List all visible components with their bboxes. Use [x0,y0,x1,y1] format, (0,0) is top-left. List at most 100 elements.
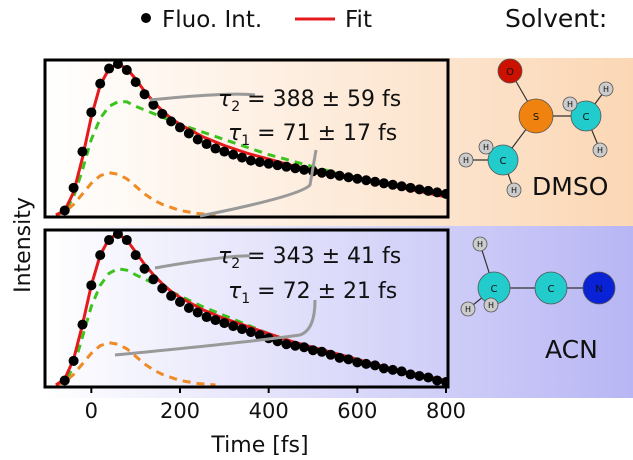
data-point [166,290,177,301]
data-point [175,296,185,307]
data-point [387,364,398,375]
data-point [432,375,443,386]
data-point [334,352,345,363]
nitrogen-atom [582,271,616,305]
atom-symbol: H [488,301,494,310]
data-point [121,235,132,246]
data-point [228,321,239,332]
data-point [423,372,434,383]
data-point [201,139,212,150]
data-point [77,146,88,157]
atom-symbol: N [595,284,602,295]
hydrogen-atom [592,142,608,158]
tau1-label: τ1 = 71 ± 17 fs [228,121,397,149]
atom-symbol: S [533,112,539,123]
long-component-line [55,100,447,217]
data-point [316,346,327,357]
legend-marker-dot [141,13,151,23]
data-point [423,185,434,196]
data-point [361,358,372,369]
x-tick-label: 600 [337,399,377,423]
data-point [201,312,212,323]
atom-symbol: H [465,305,471,314]
data-point [245,327,256,338]
data-point [405,369,416,380]
data-point [175,122,185,133]
hydrogen-atom [506,182,522,198]
data-point [148,274,159,285]
legend: Fluo. Int. Fit Solvent: [141,4,607,33]
legend-marker-label: Fluo. Int. [162,7,262,33]
x-tick-label: 0 [85,399,98,423]
data-point [104,235,115,246]
atom-symbol: H [567,100,573,109]
data-point [148,99,159,110]
data-point [121,65,132,76]
tau1-label: τ1 = 72 ± 21 fs [228,279,397,307]
data-point [290,163,301,174]
data-point [272,160,283,171]
data-point [59,375,70,386]
x-tick-label: 800 [426,399,466,423]
data-point [59,205,70,216]
bottom-plot-area [55,230,448,387]
atom-symbol: C [548,284,555,295]
carbon-atom [487,144,519,176]
data-point [334,170,345,181]
x-tick-label: 200 [160,399,200,423]
dmso-molecule: O S C C H H H H H H [458,58,614,198]
x-axis: 0 200 400 600 800 [85,387,466,423]
data-point [281,339,292,350]
x-axis-label: Time [fs] [210,433,308,458]
tau2-leader-line [154,254,251,270]
hydrogen-atom [460,301,476,317]
data-point [378,363,389,374]
data-point [86,280,97,291]
data-point [192,307,203,318]
tau1-leader-line [114,299,317,357]
data-point [112,230,123,239]
data-point [95,250,106,261]
acn-molecule: C C N H H H [460,236,616,317]
atom-symbol: H [477,240,483,249]
atom-symbol: O [506,67,514,78]
oxygen-atom [497,58,523,84]
data-point [290,340,301,351]
data-point [68,182,79,193]
data-point [387,179,398,190]
data-point [414,184,425,195]
data-point [308,345,318,356]
data-point [130,250,141,261]
data-point [254,330,265,341]
bottom-annotations: τ2 = 343 ± 41 fs τ1 = 72 ± 21 fs [114,244,401,357]
top-annotations: τ2 = 388 ± 59 fs τ1 = 71 ± 17 fs [149,87,401,218]
data-point [104,63,115,74]
data-point [245,155,256,166]
carbon-atom [570,100,602,132]
top-axes-frame [43,58,450,219]
data-point [361,175,372,186]
data-point [352,357,363,368]
data-point [157,108,168,119]
data-point [157,283,168,294]
tau2-label: τ2 = 388 ± 59 fs [218,87,401,115]
atom-symbol: H [463,156,469,165]
data-point [396,181,407,192]
data-point [370,176,381,187]
data-point [263,158,274,169]
carbon-atom [534,271,568,305]
hydrogen-atom [562,96,578,112]
hydrogen-atom [483,297,499,313]
short-component-line [55,341,216,387]
data-point [139,89,150,100]
data-point [183,128,194,139]
data-point [299,164,310,175]
data-point [210,315,221,326]
x-tick-label: 400 [249,399,289,423]
atom-symbol: C [500,156,507,167]
data-point [210,143,221,154]
data-point [441,376,448,387]
data-point [352,173,363,184]
short-component-line [55,171,216,217]
